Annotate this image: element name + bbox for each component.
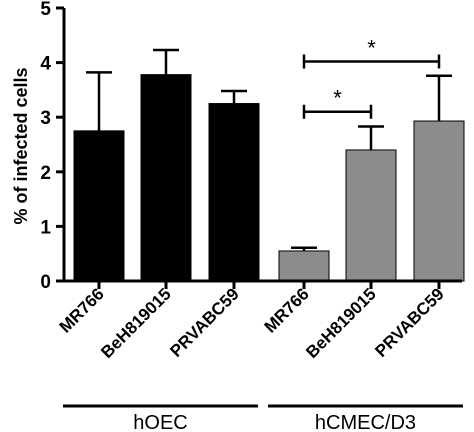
y-axis-label: % of infected cells <box>11 67 31 224</box>
x-category-label: MR766 <box>56 284 108 336</box>
significance-brackets: ** <box>302 36 441 119</box>
y-tick-label: 3 <box>40 108 51 129</box>
bar <box>208 103 260 282</box>
x-category-label: BeH819015 <box>302 284 380 362</box>
y-tick-label: 1 <box>40 217 51 238</box>
bar <box>73 130 125 282</box>
bars <box>73 74 465 282</box>
y-tick-label: 0 <box>40 272 51 293</box>
x-category-label: MR766 <box>261 284 313 336</box>
group-label: hOEC <box>133 412 187 432</box>
x-category-label: BeH819015 <box>97 284 175 362</box>
y-tick-label: 5 <box>40 0 51 20</box>
x-category-label: PRVABC59 <box>166 284 242 360</box>
group-brackets: hOEC hCMEC/D3 <box>63 404 463 432</box>
significance-marker: * <box>367 36 376 61</box>
y-axis: 0 1 2 3 4 5 <box>40 0 66 293</box>
bar <box>278 250 330 282</box>
y-tick-label: 4 <box>40 54 51 75</box>
bar <box>413 120 465 282</box>
x-category-label: PRVABC59 <box>371 284 447 360</box>
significance-marker: * <box>333 86 342 111</box>
bar <box>345 149 397 282</box>
group-label: hCMEC/D3 <box>315 412 416 432</box>
error-bars <box>86 48 452 251</box>
y-tick-label: 2 <box>40 163 51 184</box>
bar <box>140 74 192 282</box>
